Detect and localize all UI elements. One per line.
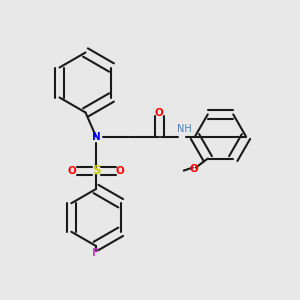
- Text: F: F: [92, 248, 100, 259]
- Text: O: O: [68, 166, 76, 176]
- Text: NH: NH: [177, 124, 192, 134]
- Text: N: N: [92, 131, 100, 142]
- Text: O: O: [154, 107, 164, 118]
- Text: O: O: [116, 166, 124, 176]
- Text: S: S: [92, 164, 100, 178]
- Text: O: O: [190, 164, 199, 174]
